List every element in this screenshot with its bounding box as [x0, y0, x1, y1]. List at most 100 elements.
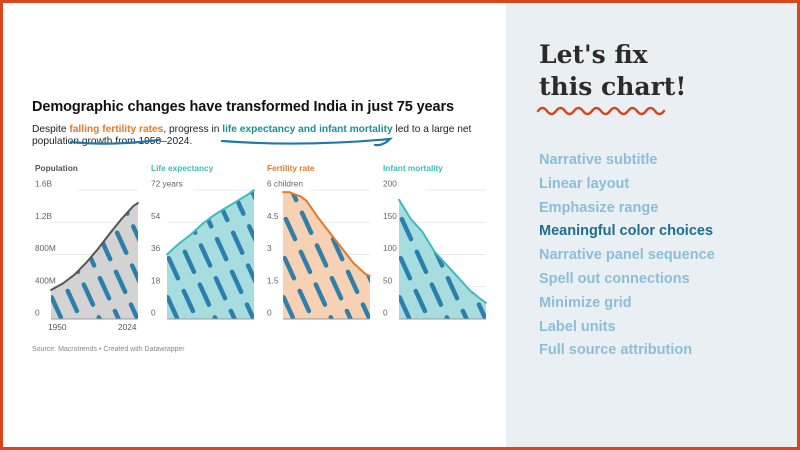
subtitle-prefix: Despite [32, 124, 70, 135]
checklist-item-8: Label units [539, 318, 616, 335]
checklist-item-3: Emphasize range [539, 199, 659, 216]
hatch-stroke [477, 180, 506, 379]
data-point [398, 198, 400, 201]
y-tick-label: 50 [383, 275, 393, 285]
area-population [51, 202, 138, 319]
panel-heading: Let's fix this chart! [539, 39, 686, 103]
checklist-item-9: Full source attribution [539, 342, 693, 359]
y-tick-label: 1.6B [35, 179, 53, 189]
data-point [369, 275, 371, 277]
checklist-item-4: Meaningful color choices [539, 223, 714, 240]
subtitle-highlight-fertility: falling fertility rates [69, 124, 164, 135]
data-point [421, 231, 424, 233]
checklist-item-1: Narrative subtitle [539, 152, 658, 168]
chart-subtitle: Despite falling fertility rates, progres… [32, 124, 482, 148]
y-tick-label: 6 children [267, 179, 303, 189]
y-tick-label: 4.5 [267, 211, 279, 221]
data-point [213, 214, 215, 217]
hatch-stroke [399, 199, 459, 319]
data-point [352, 262, 355, 264]
y-tick-label: 100 [383, 243, 397, 253]
data-point [50, 289, 52, 291]
data-point [404, 208, 406, 211]
data-point [409, 218, 412, 220]
data-point [248, 192, 251, 195]
data-point [340, 247, 343, 250]
x-tick-start: 1950 [48, 322, 67, 332]
hatch-stroke [283, 192, 343, 319]
data-point [137, 202, 139, 204]
y-tick-label: 400M [35, 275, 56, 285]
checklist-item-5: Narrative panel sequence [539, 247, 715, 264]
subtitle-suffix: led to a large net population growth fro… [32, 124, 472, 147]
hatch-stroke [498, 180, 506, 379]
data-point [293, 193, 296, 196]
data-point [177, 242, 180, 245]
data-point [224, 207, 227, 209]
data-point [132, 205, 135, 208]
checklist: Narrative subtitle Linear layout Emphasize… [539, 149, 715, 363]
data-point [299, 195, 302, 198]
y-tick-label: 1.2B [35, 211, 53, 221]
data-point [201, 223, 204, 225]
y-tick-label: 0 [151, 308, 156, 318]
y-tick-label: 18 [151, 275, 161, 285]
y-tick-label: 800M [35, 243, 56, 253]
y-tick-label: 72 years [151, 179, 183, 189]
hatch-stroke [496, 180, 506, 379]
data-point [85, 261, 88, 264]
y-tick-label: 200 [383, 179, 397, 189]
hatch-stroke [3, 180, 32, 379]
data-point [480, 298, 483, 301]
data-point [433, 250, 436, 253]
data-point [236, 199, 239, 202]
hatch-stroke [225, 190, 254, 319]
y-tick-label: 0 [267, 308, 272, 318]
source-note: Source: Macrotrends • Created with Dataw… [32, 346, 185, 353]
heading-line-2: this chart! [539, 72, 687, 101]
y-tick-label: 150 [383, 211, 397, 221]
hatch-stroke [206, 190, 254, 319]
hatch-stroke [167, 190, 227, 319]
panel-title-fertility-rate: Fertility rate [267, 163, 315, 173]
panel-title-population: Population [35, 163, 78, 173]
data-point [166, 253, 168, 256]
panel-title-life-expectancy: Life expectancy [151, 163, 214, 173]
x-tick-end: 2024 [118, 322, 137, 332]
line-infant-mortality [398, 199, 487, 304]
checklist-item-2: Linear layout [539, 175, 630, 192]
data-point [456, 276, 459, 278]
subtitle-middle: , progress in [163, 124, 223, 135]
hatch-stroke [284, 192, 370, 319]
data-point [305, 199, 308, 202]
y-tick-label: 0 [35, 308, 40, 318]
data-point [288, 191, 290, 194]
area-life-expectancy [167, 190, 254, 319]
data-point [61, 282, 64, 285]
y-tick-label: 0 [383, 308, 388, 318]
squiggle-underline [536, 106, 666, 116]
hatch-stroke [476, 199, 486, 319]
y-tick-label: 1.5 [267, 275, 279, 285]
checklist-panel: Let's fix this chart! Narrative subtitle… [506, 3, 797, 447]
subtitle-highlight-life: life expectancy and infant mortality [222, 124, 393, 135]
panel-title-infant-mortality: Infant mortality [383, 163, 443, 173]
checklist-item-6: Spell out connections [539, 270, 690, 287]
data-point [97, 248, 99, 250]
area-fertility-rate [283, 192, 370, 319]
hatch-stroke [458, 180, 506, 379]
data-point [108, 232, 111, 235]
marker-underline-life [220, 137, 393, 147]
y-tick-label: 36 [151, 243, 161, 253]
data-point [485, 302, 487, 304]
chart-title: Demographic changes have transformed Ind… [32, 99, 454, 115]
marker-underline-fertility [69, 138, 161, 145]
data-point [120, 218, 123, 220]
chart-area: Demographic changes have transformed Ind… [3, 3, 506, 447]
data-point [468, 289, 471, 291]
area-infant-mortality [399, 199, 486, 319]
data-point [445, 263, 447, 266]
y-tick-label: 54 [151, 211, 161, 221]
data-point [73, 273, 76, 276]
